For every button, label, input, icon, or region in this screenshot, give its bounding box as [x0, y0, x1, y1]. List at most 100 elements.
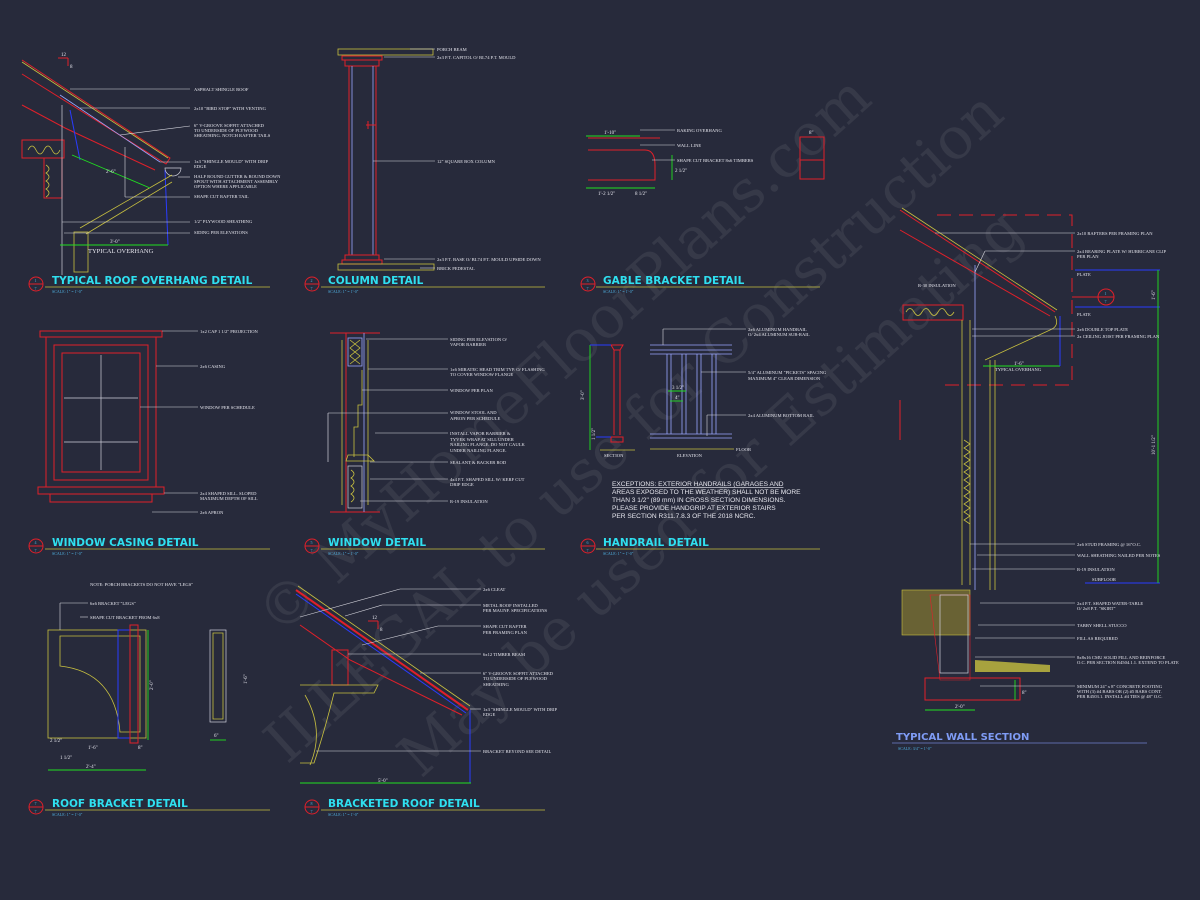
- window-casing-notes: 1x2 CAP 1 1/2" PROJECTION 2x6 CASING WIN…: [140, 329, 259, 515]
- pitch-run: 12: [372, 616, 378, 621]
- dim: 8 1/2": [635, 192, 647, 197]
- gable-bracket-notes: RAKING OVERHANG WALL LINE SHAPE CUT BRAC…: [640, 128, 754, 163]
- note: EDGE: [194, 164, 206, 169]
- note: TYVEK WRAP AT SILL UNDER: [450, 437, 515, 442]
- note: 2x4 BEARING PLATE W/ HURRICANE CLIP: [1077, 249, 1167, 254]
- note: MAXIMUM 4" CLEAR DIMENSION: [748, 376, 821, 381]
- note: 2x10 RAFTERS PER FRAMING PLAN: [1077, 231, 1153, 236]
- label-section: SECTION: [604, 453, 624, 458]
- exception-text: EXCEPTIONS: EXTERIOR HANDRAILS (GARAGES …: [612, 481, 784, 488]
- note: DRIP EDGE: [450, 482, 474, 487]
- note: WALL LINE: [677, 143, 701, 148]
- exception-text: PLEASE PROVIDE HANDGRIP AT EXTERIOR STAI…: [612, 505, 776, 512]
- dim: 2'-0": [150, 680, 155, 690]
- sheet-number: 7: [35, 286, 37, 291]
- dim-overhang: 5'-0": [378, 779, 388, 784]
- note: PER FRAMING PLAN: [483, 630, 528, 635]
- detail-roof-bracket: NOTE: PORCH BRACKETS DO NOT HAVE "LEGS" …: [28, 582, 270, 817]
- dim: 1'-6": [1014, 362, 1024, 367]
- handrail-exceptions: EXCEPTIONS: EXTERIOR HANDRAILS (GARAGES …: [612, 481, 801, 520]
- dim: 1'-10": [604, 131, 616, 136]
- detail-number: 2: [311, 278, 313, 283]
- detail-number: 8: [311, 801, 313, 806]
- note: 2x6 CASING: [200, 364, 226, 369]
- scale-label: SCALE: 1" = 1'-0": [52, 551, 83, 556]
- detail-handrail: 3'-0" 1 1/2" 3 1/2" 4" SECTION ELEVATION…: [580, 327, 827, 556]
- note: WALL SHEATHING NAILED PER NOTES: [1077, 553, 1161, 558]
- detail-title: TYPICAL ROOF OVERHANG DETAIL: [52, 275, 253, 287]
- title-block: 4 7 WINDOW CASING DETAIL SCALE: 1" = 1'-…: [28, 537, 270, 556]
- note: HALF ROUND GUTTER & ROUND DOWN: [194, 174, 281, 179]
- note: SUBFLOOR: [1092, 577, 1117, 582]
- title-block: 7 7 ROOF BRACKET DETAIL SCALE: 1" = 1'-0…: [28, 798, 270, 817]
- dim: 1'-6": [244, 674, 249, 684]
- title-block: TYPICAL WALL SECTION SCALE: 3/4" = 1'-0": [892, 732, 1147, 751]
- scale-label: SCALE: 1" = 1'-0": [52, 812, 83, 817]
- note: MINIMUM 24" x 8" CONCRETE FOOTING: [1077, 684, 1163, 689]
- dim: 10'-1 1/2": [1152, 435, 1157, 455]
- bracketed-roof-notes: 2x6 CLEAT METAL ROOF INSTALLED PER MAUNF…: [299, 587, 558, 754]
- detail-bracketed-roof: 12 8 5'-0" 2x6 CLEAT METAL ROOF INSTALLE…: [295, 585, 558, 817]
- dim: 8": [1022, 691, 1027, 696]
- roof-overhang-drawing: 12 8 2'-6" 3'-0" TYPICAL OVERHANG: [21, 53, 182, 275]
- note: SHAPE CUT BRACKET 8x6 TIMBERS: [677, 158, 754, 163]
- note: SHEATHING: [483, 682, 509, 687]
- overhang-label: TYPICAL OVERHANG: [88, 248, 154, 255]
- note: R-19 INSULATION: [1077, 567, 1115, 572]
- wall-section-notes: 2x10 RAFTERS PER FRAMING PLAN 2x4 BEARIN…: [935, 231, 1179, 699]
- pitch-run: 12: [61, 53, 67, 58]
- dim: 4": [675, 396, 680, 401]
- dim: 2 1/2": [50, 739, 62, 744]
- note: ASPHALT SHINGLE ROOF: [194, 87, 249, 92]
- detail-number: 4: [35, 540, 37, 545]
- note: 2x4 P.T. SHAPED WATER-TABLE: [1077, 601, 1143, 606]
- title-block: 6 7 HANDRAIL DETAIL SCALE: 1" = 1'-0": [580, 537, 820, 556]
- note: MAXIMUM DEPTH OF SILL: [200, 496, 258, 501]
- note: 2x4 ALUMINUM BOTTOM RAIL: [748, 413, 814, 418]
- note: METAL ROOF INSTALLED: [483, 603, 538, 608]
- watermark-line-1: © MyHomeFloorPlans.com: [244, 62, 884, 648]
- detail-title: TYPICAL WALL SECTION: [896, 732, 1029, 743]
- detail-title: GABLE BRACKET DETAIL: [603, 275, 745, 287]
- detail-title: ROOF BRACKET DETAIL: [52, 798, 188, 810]
- note-top: NOTE: PORCH BRACKETS DO NOT HAVE "LEGS": [90, 582, 193, 587]
- dim: 2'-0": [955, 705, 965, 710]
- note: 2x10 "BIRD STOP" WITH VENTING: [194, 106, 267, 111]
- dim: 8": [809, 131, 814, 136]
- dim: 6": [214, 734, 219, 739]
- sheet-number: 7: [587, 548, 589, 553]
- scale-label: SCALE: 1" = 1'-0": [52, 289, 83, 294]
- note: SHEATHING. NOTCH RAFTER TAILS: [194, 133, 271, 138]
- sheet-number: 7: [311, 809, 313, 814]
- note: TO UNDERSIDE OF PLYWOOD: [194, 128, 259, 133]
- note: 6x12 TIMBER BEAM: [483, 652, 525, 657]
- note: SPOUT WITH ATTACHMENT ASSEMBLY: [194, 179, 279, 184]
- note: APRON PER SCHEDULE: [450, 416, 500, 421]
- note: PLATE: [1077, 272, 1091, 277]
- sheet-number: 7: [587, 286, 589, 291]
- dim: 2 1/2": [675, 169, 687, 174]
- detail-number: 1: [35, 278, 37, 283]
- pitch-rise: 8: [70, 65, 73, 70]
- note: WINDOW PER SCHEDULE: [200, 405, 255, 410]
- detail-gable-bracket: 1'-10" 1'-2 1/2" 8 1/2" 8" 2 1/2" RAKING…: [580, 128, 825, 294]
- note: 1/2" PLYWOOD SHEATHING: [194, 219, 253, 224]
- note: PER PLAN: [1077, 254, 1099, 259]
- note: 6" V-GROOVE SOFFIT ATTACHED: [194, 123, 265, 128]
- note: PER R4503.1. INSTALL #4 TIES @ 48" O.C.: [1077, 694, 1163, 699]
- note: 8x8x16 CMU SOLID FILL AND REINFORCE: [1077, 655, 1165, 660]
- gable-bracket-drawing: 1'-10" 1'-2 1/2" 8 1/2" 8" 2 1/2": [586, 131, 825, 197]
- note: 5/4" ALUMINUM "PICKETS" SPACING: [748, 370, 827, 375]
- note: PER MAUNF. SPECIFICATIONS: [483, 608, 548, 613]
- note: WITH (3) #4 BARS OR (2) #5 BARS CONT.: [1077, 689, 1162, 694]
- note: VAPOR BARRIER: [450, 342, 487, 347]
- exception-text: AREAS EXPOSED TO THE WEATHER) SHALL NOT …: [612, 489, 801, 496]
- dim: 3 1/2": [672, 386, 684, 391]
- window-casing-drawing: [37, 330, 165, 503]
- handrail-notes: 2x6 ALUMINUM HANDRAIL O/ 2x4 ALUMINUM SU…: [662, 327, 827, 436]
- note: OPTION WHERE APPLICABLE: [194, 184, 257, 189]
- roof-bracket-drawing: 2'-4" 1 1/2" 2 1/2" 1'-6" 2'-0" 6" 8" 1'…: [47, 624, 249, 771]
- note: 2x6 APRON: [200, 510, 224, 515]
- title-block: 3 7 GABLE BRACKET DETAIL SCALE: 1" = 1'-…: [580, 275, 820, 294]
- pitch-rise: 8: [380, 628, 383, 633]
